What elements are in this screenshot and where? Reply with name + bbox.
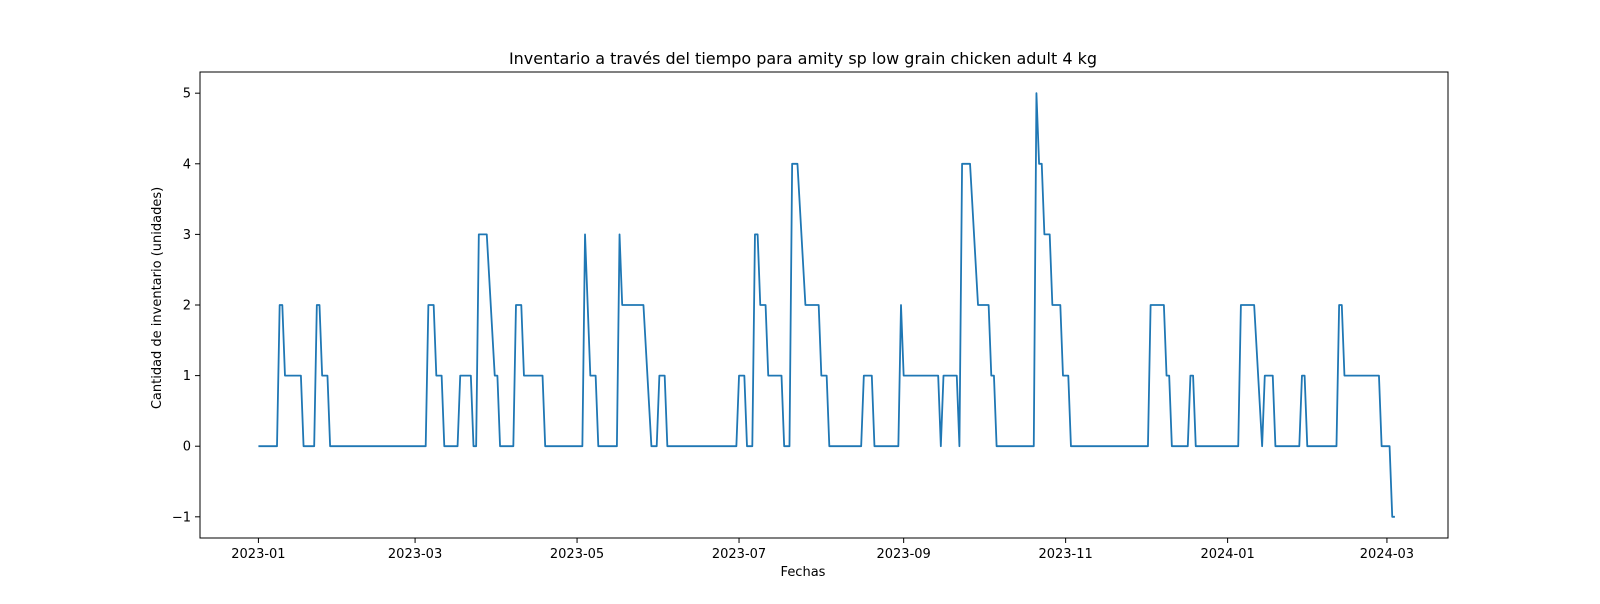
y-tick-label: 4: [183, 157, 191, 172]
x-tick-label: 2023-05: [550, 547, 604, 562]
x-axis-label: Fechas: [781, 565, 826, 580]
x-tick-label: 2024-01: [1200, 547, 1254, 562]
y-tick-label: 2: [183, 299, 191, 314]
x-tick-label: 2024-03: [1360, 547, 1414, 562]
y-tick-label: 5: [183, 87, 191, 102]
y-tick-label: −1: [172, 510, 191, 525]
axis-ticks: −1 0 1 2 3 4 5 2023-01 2023-03 2023-05 2023-07 2023…: [172, 87, 1414, 562]
x-tick-label: 2023-07: [712, 547, 766, 562]
y-tick-label: 3: [183, 228, 191, 243]
x-tick-label: 2023-01: [231, 547, 285, 562]
x-tick-label: 2023-09: [876, 547, 930, 562]
chart-title: Inventario a través del tiempo para amit…: [509, 49, 1097, 68]
inventory-series-line: [258, 92, 1395, 518]
y-axis-label: Cantidad de inventario (unidades): [150, 187, 165, 409]
y-tick-label: 0: [183, 440, 191, 455]
x-tick-label: 2023-11: [1038, 547, 1092, 562]
y-tick-label: 1: [183, 369, 191, 384]
plot-area-frame: [199, 71, 1449, 539]
x-tick-label: 2023-03: [388, 547, 442, 562]
